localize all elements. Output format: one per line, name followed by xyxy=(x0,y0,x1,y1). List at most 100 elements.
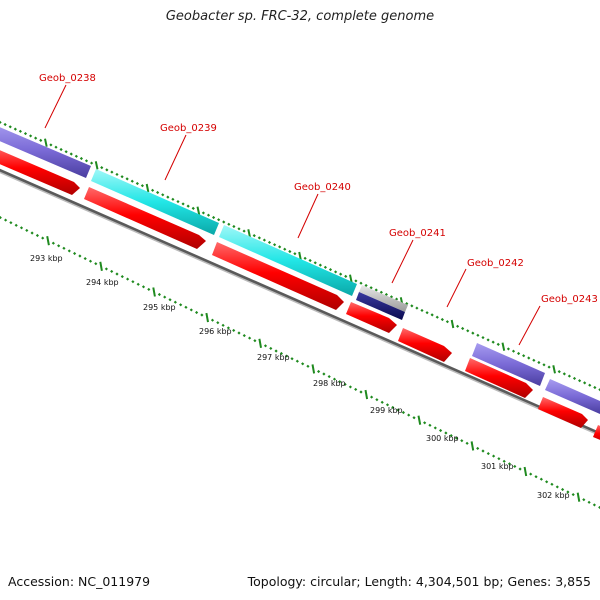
tick-mark xyxy=(572,376,577,380)
leader-geob-0238 xyxy=(44,84,67,129)
leader-geob-0241 xyxy=(391,239,414,284)
tick-mark xyxy=(502,459,506,463)
tick-mark xyxy=(41,236,45,240)
tick-mark xyxy=(283,247,287,251)
tick-mark xyxy=(222,220,226,224)
gene-labels: Geob_0238 Geob_0239 Geob_0240 Geob_0241 … xyxy=(39,73,598,346)
tick-mark xyxy=(301,362,305,366)
tick-mark xyxy=(552,365,556,374)
tick-mark xyxy=(39,138,43,143)
tick-mark xyxy=(306,364,310,368)
tick-mark xyxy=(247,229,251,238)
tick-mark xyxy=(450,319,455,329)
tick-mark xyxy=(417,415,422,425)
cds-arrow-geob-0242 xyxy=(398,328,452,362)
tick-mark xyxy=(359,390,363,394)
tick-mark xyxy=(0,216,2,220)
tick-mark xyxy=(210,318,215,322)
tick-mark xyxy=(51,241,55,245)
tick-mark xyxy=(156,190,160,195)
tick-mark xyxy=(461,326,465,331)
tick-mark xyxy=(171,197,175,201)
tick-mark xyxy=(237,227,241,231)
tick-mark xyxy=(456,324,460,328)
backbone-line xyxy=(0,168,600,437)
tick-mark xyxy=(334,270,338,274)
tick-mark xyxy=(435,315,439,319)
tick-mark xyxy=(507,462,512,466)
tick-mark xyxy=(534,475,538,479)
tick-mark xyxy=(163,295,167,299)
tick-mark xyxy=(88,259,93,263)
tick-mark xyxy=(511,349,516,353)
tick-mark xyxy=(545,480,549,484)
kbp-label: 298 kbp xyxy=(313,379,346,388)
tick-mark xyxy=(354,387,358,391)
tick-mark xyxy=(491,340,495,344)
tick-mark xyxy=(317,369,321,374)
tick-mark xyxy=(201,211,205,215)
tick-mark xyxy=(433,426,437,430)
tick-mark xyxy=(14,223,18,227)
tick-mark xyxy=(191,206,195,211)
tick-mark xyxy=(349,274,353,283)
tick-mark xyxy=(303,256,307,260)
tick-mark xyxy=(375,398,379,402)
tick-mark xyxy=(518,467,522,471)
tick-mark xyxy=(30,231,34,235)
tick-mark xyxy=(279,351,283,356)
cds-arrow-next-a xyxy=(538,397,588,428)
tick-mark xyxy=(562,372,566,376)
tick-mark xyxy=(13,127,17,131)
tick-mark xyxy=(486,338,490,342)
tick-mark xyxy=(395,297,399,301)
tick-mark xyxy=(523,466,528,477)
tick-mark xyxy=(34,136,38,140)
tick-mark xyxy=(492,454,496,458)
tick-mark xyxy=(46,236,50,246)
tick-mark xyxy=(83,257,87,261)
tick-mark xyxy=(23,132,28,136)
tick-mark xyxy=(212,215,216,220)
tick-mark xyxy=(547,365,551,369)
tick-mark xyxy=(186,204,190,208)
tick-mark xyxy=(290,357,294,361)
tick-mark xyxy=(460,439,464,443)
tick-mark xyxy=(181,202,185,206)
kbp-label: 294 kbp xyxy=(86,278,119,287)
kbp-label: 300 kbp xyxy=(426,434,459,443)
tick-mark xyxy=(339,272,343,276)
tick-mark xyxy=(141,285,146,289)
tick-mark xyxy=(262,238,266,242)
tick-mark xyxy=(242,229,246,233)
leader-geob-0242 xyxy=(446,268,467,308)
tick-mark xyxy=(401,410,405,415)
cds-arrow-geob-0239 xyxy=(84,187,206,249)
tick-mark xyxy=(195,310,199,315)
accession-text: Accession: NC_011979 xyxy=(8,574,151,589)
tick-mark xyxy=(322,372,326,376)
tick-mark xyxy=(166,195,170,199)
tick-mark xyxy=(73,251,77,256)
tick-mark xyxy=(232,224,236,229)
gene-label: Geob_0238 xyxy=(39,73,96,84)
kbp-label: 293 kbp xyxy=(30,254,63,263)
tick-mark xyxy=(110,269,114,273)
tick-mark xyxy=(253,339,257,343)
tick-mark xyxy=(252,233,256,238)
topology-text: Topology: circular; Length: 4,304,501 bp… xyxy=(247,574,591,589)
tick-mark xyxy=(105,168,109,172)
tick-mark xyxy=(176,200,180,204)
tick-mark xyxy=(59,147,63,152)
tick-mark xyxy=(465,441,469,445)
tick-mark xyxy=(476,333,480,337)
tick-mark xyxy=(497,457,501,461)
tick-mark xyxy=(338,380,342,384)
tick-mark xyxy=(359,281,363,285)
tick-mark xyxy=(348,385,352,389)
tick-mark xyxy=(184,305,188,309)
kbp-label: 295 kbp xyxy=(143,303,176,312)
tick-mark xyxy=(232,328,236,332)
tick-mark xyxy=(588,383,592,387)
tick-mark xyxy=(327,375,331,379)
